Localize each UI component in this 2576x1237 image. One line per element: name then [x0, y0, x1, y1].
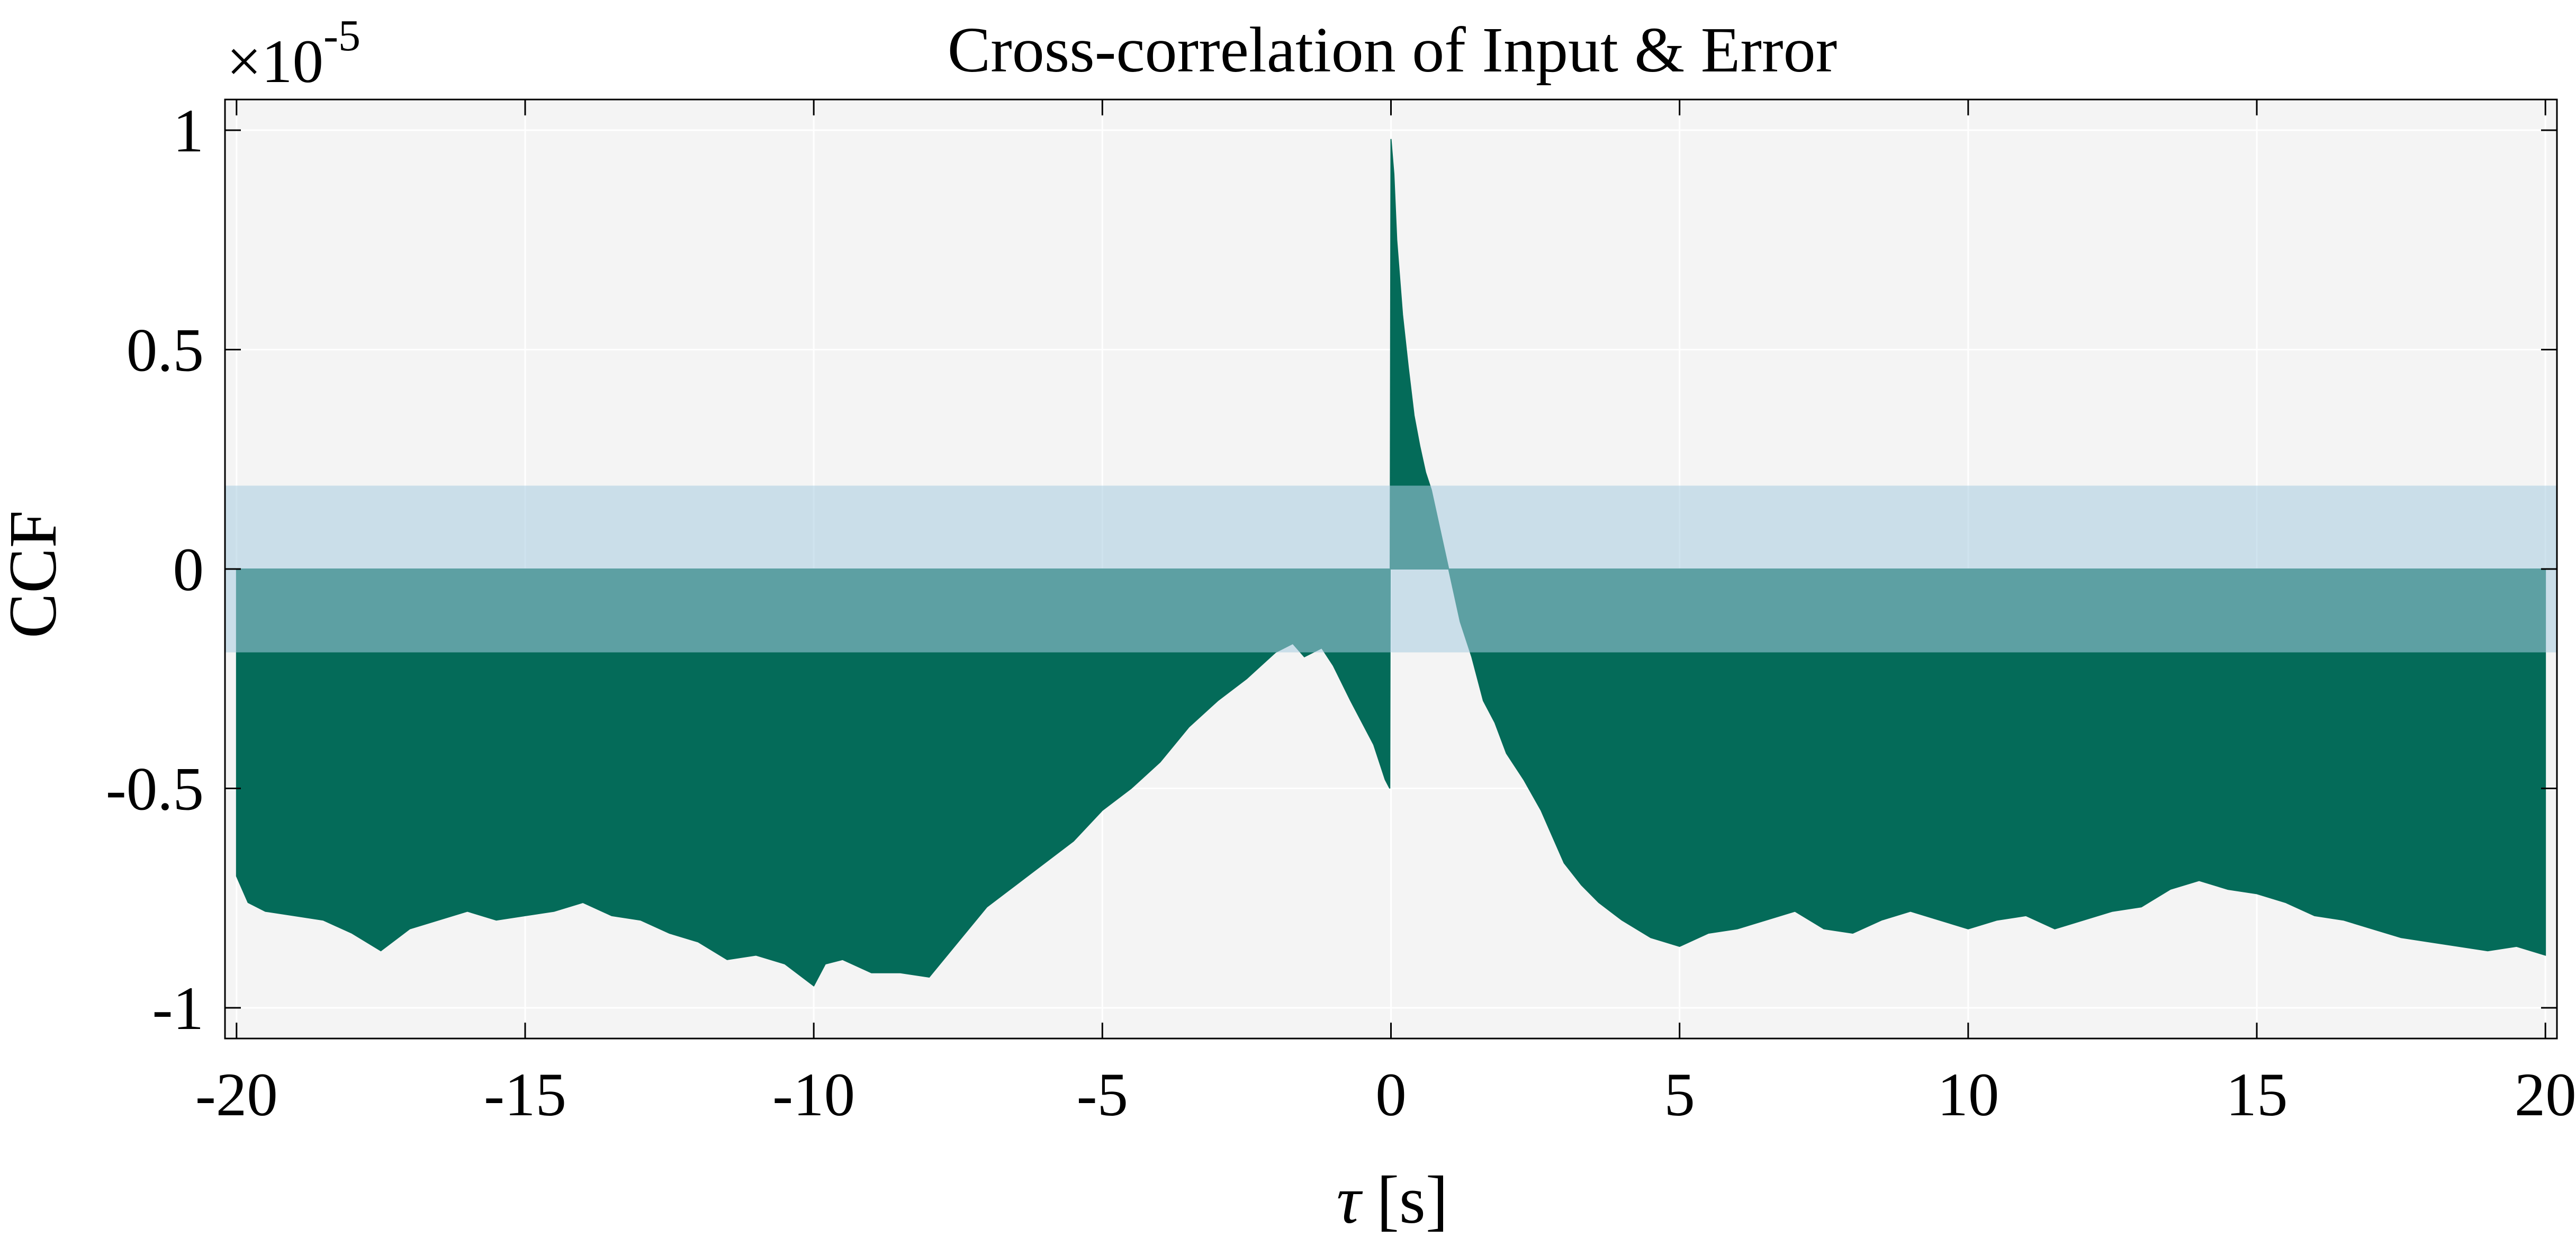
y-exponent-prefix: ×10 — [227, 28, 323, 96]
y-axis-label: CCF — [0, 510, 70, 638]
y-tick-label: -0.5 — [106, 755, 204, 823]
x-tick-label: 15 — [2226, 1061, 2288, 1129]
x-tick-label: -15 — [484, 1061, 566, 1129]
axis-ticks: -20 -15 -10 -5 0 5 10 15 20 -1 -0.5 0 0.5 1 — [106, 97, 2576, 1129]
y-tick-label: 0.5 — [127, 317, 204, 385]
x-tick-label: -20 — [195, 1061, 278, 1129]
y-tick-label: -1 — [152, 974, 204, 1043]
x-axis-unit: [s] — [1376, 1162, 1448, 1237]
y-tick-label: 1 — [173, 97, 204, 165]
confidence-band — [225, 485, 2557, 653]
x-tick-label: 10 — [1937, 1061, 1999, 1129]
x-tick-label: -5 — [1077, 1061, 1128, 1129]
x-tick-label: 5 — [1664, 1061, 1695, 1129]
y-axis-exponent: ×10-5 — [227, 11, 361, 96]
chart-title: Cross-correlation of Input & Error — [948, 14, 1837, 86]
x-axis-symbol: τ — [1337, 1162, 1363, 1237]
x-axis-label: τ [s] — [1337, 1162, 1448, 1237]
x-tick-label: 0 — [1375, 1061, 1407, 1129]
y-exponent-power: -5 — [323, 11, 361, 60]
y-tick-label: 0 — [173, 536, 204, 604]
x-tick-label: -10 — [772, 1061, 855, 1129]
x-tick-label: 20 — [2515, 1061, 2576, 1129]
